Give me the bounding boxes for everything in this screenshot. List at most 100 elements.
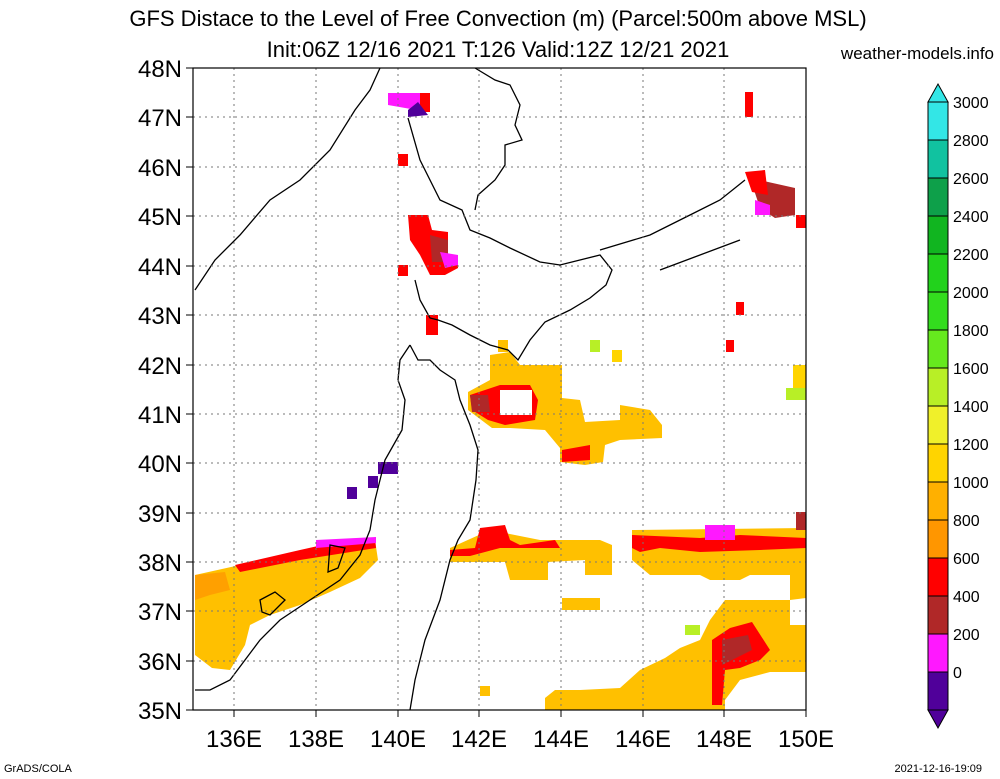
lat-label: 42N <box>138 353 182 380</box>
lfc-patch-small-16 <box>786 388 806 400</box>
colorbar-label: 600 <box>953 551 980 568</box>
colorbar-label: 400 <box>953 589 980 606</box>
lfc-patch-central-band <box>450 530 612 580</box>
colorbar-label: 2600 <box>953 171 989 188</box>
colorbar-label: 2200 <box>953 247 989 264</box>
lat-label: 48N <box>138 56 182 83</box>
colorbar-label: 3000 <box>953 95 989 112</box>
lfc-patch-small-6 <box>726 340 734 352</box>
lfc-patch-north-purple <box>408 102 428 117</box>
colorbar-swatch <box>927 177 949 217</box>
lfc-patch-small-5 <box>796 215 806 228</box>
lfc-patch-small-3 <box>426 315 438 335</box>
lon-label: 142E <box>451 726 507 753</box>
footer-timestamp: 2021-12-16-19:09 <box>894 763 982 775</box>
lfc-patch-small-7 <box>736 302 744 315</box>
colorbar-swatch <box>927 101 949 141</box>
colorbar-swatch <box>927 405 949 445</box>
lfc-patch-southeast <box>545 600 806 710</box>
lat-label: 41N <box>138 402 182 429</box>
lfc-patch-hokkaido-mag <box>440 252 458 268</box>
colorbar-label: 1800 <box>953 323 989 340</box>
colorbar-swatch <box>927 519 949 559</box>
colorbar-swatch <box>927 557 949 597</box>
colorbar-swatch <box>927 481 949 521</box>
lfc-patch-small-12 <box>378 462 398 474</box>
lfc-patch-small-9 <box>590 340 600 352</box>
colorbar-label: 1200 <box>953 437 989 454</box>
colorbar-min-arrow <box>927 709 949 730</box>
lfc-patch-east-brown <box>796 512 806 530</box>
colorbar-swatch <box>927 139 949 179</box>
lfc-patch-small-2 <box>398 265 408 276</box>
colorbar-label: 800 <box>953 513 980 530</box>
lat-label: 40N <box>138 451 182 478</box>
lfc-patch-ne-red <box>745 170 768 195</box>
colorbar-label: 1600 <box>953 361 989 378</box>
colorbar: 3000 2800 2600 2400 2200 2000 1800 1600 1400 1200… <box>927 82 989 730</box>
lfc-patch-small-4 <box>745 92 753 117</box>
colorbar-swatch <box>927 215 949 255</box>
colorbar-swatch <box>927 595 949 635</box>
lon-label: 138E <box>288 726 344 753</box>
lat-label: 43N <box>138 303 182 330</box>
lon-label: 136E <box>206 726 262 753</box>
lon-label: 150E <box>778 726 834 753</box>
lfc-patch-tohoku-brown <box>470 395 490 412</box>
lfc-patch-central-red <box>450 525 560 556</box>
lat-label: 37N <box>138 599 182 626</box>
lon-label: 144E <box>533 726 589 753</box>
lat-label: 46N <box>138 155 182 182</box>
lat-label: 39N <box>138 501 182 528</box>
colorbar-swatch <box>927 671 949 711</box>
colorbar-swatch <box>927 367 949 407</box>
colorbar-swatch <box>927 329 949 369</box>
lat-label: 35N <box>138 698 182 725</box>
lfc-patch-tohoku-hole <box>500 390 532 415</box>
lfc-patch-small-14 <box>347 487 357 499</box>
lfc-patch-tohoku-east <box>468 352 662 465</box>
site-credit: weather-models.info <box>840 44 994 63</box>
colorbar-label: 2800 <box>953 133 989 150</box>
lat-label: 45N <box>138 204 182 231</box>
colorbar-max-arrow <box>927 82 949 103</box>
colorbar-swatch <box>927 443 949 483</box>
lfc-patch-37n-strip <box>562 598 600 610</box>
lfc-patch-sw-left <box>195 572 230 600</box>
lat-label: 36N <box>138 649 182 676</box>
lfc-patch-east-red <box>632 535 806 552</box>
colorbar-swatch <box>927 253 949 293</box>
colorbar-swatch <box>927 291 949 331</box>
lfc-patch-small-10 <box>612 350 622 362</box>
latitude-labels: 48N 47N 46N 45N 44N 43N 42N 41N 40N 39N … <box>138 56 182 725</box>
lat-label: 38N <box>138 550 182 577</box>
lat-label: 44N <box>138 254 182 281</box>
lfc-patch-east-purple <box>705 525 735 540</box>
axis-ticks <box>186 67 807 717</box>
lfc-patch-southeast-brown <box>722 635 752 665</box>
lfc-patch-tohoku-red-south <box>562 445 590 462</box>
footer-software: GrADS/COLA <box>4 763 72 775</box>
lfc-patch-sea-of-japan-south <box>195 540 378 670</box>
lon-label: 146E <box>615 726 671 753</box>
graticule <box>193 68 806 710</box>
lon-label: 148E <box>696 726 752 753</box>
lfc-patch-small-15 <box>685 625 700 635</box>
lfc-patch-ne-mag <box>755 200 770 215</box>
map-frame <box>192 67 807 711</box>
colorbar-label: 2000 <box>953 285 989 302</box>
colorbar-label: 1400 <box>953 399 989 416</box>
map-title: GFS Distace to the Level of Free Convect… <box>129 6 867 31</box>
lfc-patch-small-e <box>480 686 490 696</box>
lfc-patch-small-1 <box>398 154 408 166</box>
colorbar-label: 1000 <box>953 475 989 492</box>
lat-label: 47N <box>138 105 182 132</box>
colorbar-swatch <box>927 633 949 673</box>
lon-label: 140E <box>370 726 426 753</box>
colorbar-label: 0 <box>953 665 962 682</box>
coastlines <box>194 67 746 711</box>
colorbar-label: 2400 <box>953 209 989 226</box>
map-subtitle: Init:06Z 12/16 2021 T:126 Valid:12Z 12/2… <box>266 37 730 62</box>
lfc-shaded-field <box>195 92 806 710</box>
